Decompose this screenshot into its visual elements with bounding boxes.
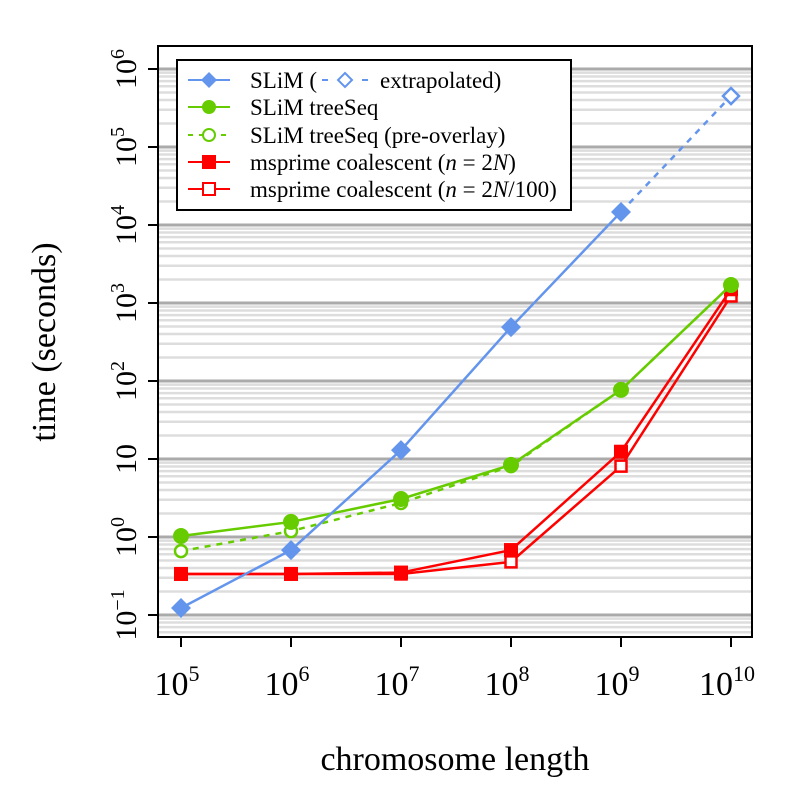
x-tick-label: 108 — [485, 661, 530, 703]
x-tick-label: 107 — [375, 661, 420, 703]
data-point-slim-treeseq — [613, 381, 629, 398]
y-tick-label: 10 — [110, 444, 143, 474]
data-point-slim-treeseq — [503, 456, 519, 473]
data-point-msprime-coalescent-n-2n — [394, 565, 408, 580]
data-point-slim — [391, 440, 411, 461]
x-axis: 105 106 107 108 109 1010 — [155, 637, 755, 703]
data-point-msprime-coalescent-n-2n — [284, 566, 298, 581]
legend-label-extrapolated: extrapolated) — [380, 68, 501, 93]
legend-square-icon — [202, 155, 216, 169]
x-axis-label: chromosome length — [320, 741, 589, 778]
data-point-slim — [171, 597, 191, 618]
legend-circle-icon — [202, 100, 216, 114]
legend-label-ms2: msprime coalescent (n = 2N/100) — [250, 177, 557, 202]
legend-label-slim: SLiM ( — [250, 68, 317, 93]
legend-open-circle-icon — [202, 128, 216, 142]
series-line-slim-treeseq-pre-overlay — [180, 284, 732, 553]
data-point-slim-treeseq — [283, 513, 299, 530]
x-tick-label: 105 — [155, 661, 200, 703]
data-point-msprime-coalescent-n-2n — [174, 566, 188, 581]
y-tick-label: 105 — [107, 127, 143, 167]
series-line-msprime-coalescent-n-2n — [181, 288, 733, 576]
series-line-slim-treeseq — [180, 284, 732, 538]
data-point-slim — [611, 201, 631, 222]
legend-label-ms1: msprime coalescent (n = 2N) — [250, 150, 516, 175]
data-point-msprime-coalescent-n-2n-100 — [504, 555, 518, 569]
legend-open-square-icon — [202, 182, 216, 196]
data-point-msprime-coalescent-n-2n — [504, 543, 518, 558]
y-axis: 10−1 100 10 102 103 104 105 106 — [107, 49, 158, 641]
data-point-msprime-coalescent-n-2n — [614, 444, 628, 459]
legend: SLiM ( extrapolated) SLiM treeSeq SLiM t… — [176, 59, 572, 211]
y-tick-label: 100 — [107, 517, 143, 557]
legend-open-diamond-icon — [336, 71, 354, 89]
legend-box — [176, 59, 572, 211]
data-point-slim-treeseq — [723, 277, 739, 294]
legend-label-preoverlay: SLiM treeSeq (pre-overlay) — [250, 123, 505, 148]
data-point-slim-treeseq — [173, 527, 189, 544]
legend-diamond-icon — [201, 72, 217, 88]
series-layer — [171, 86, 741, 618]
y-tick-label: 102 — [107, 361, 143, 401]
legend-label-treeseq: SLiM treeSeq — [250, 95, 379, 120]
y-tick-label: 10−1 — [107, 589, 143, 640]
data-point-slim-treeseq — [393, 491, 409, 508]
y-tick-label: 103 — [107, 283, 143, 323]
x-tick-label: 109 — [595, 661, 640, 703]
plot-frame — [157, 45, 753, 638]
data-point-slim-extrapolated — [721, 86, 741, 106]
data-point-slim — [281, 540, 301, 561]
y-tick-label: 106 — [107, 49, 143, 89]
y-axis-label: time (seconds) — [26, 242, 63, 441]
data-point-msprime-coalescent-n-2n-100 — [614, 459, 628, 473]
data-point-slim — [501, 317, 521, 338]
y-tick-label: 104 — [107, 205, 143, 245]
x-tick-label: 1010 — [699, 661, 755, 703]
data-point-slim-treeseq-pre-overlay — [173, 543, 189, 559]
series-line-slim-extrapolated — [620, 95, 732, 213]
x-tick-label: 106 — [265, 661, 310, 703]
